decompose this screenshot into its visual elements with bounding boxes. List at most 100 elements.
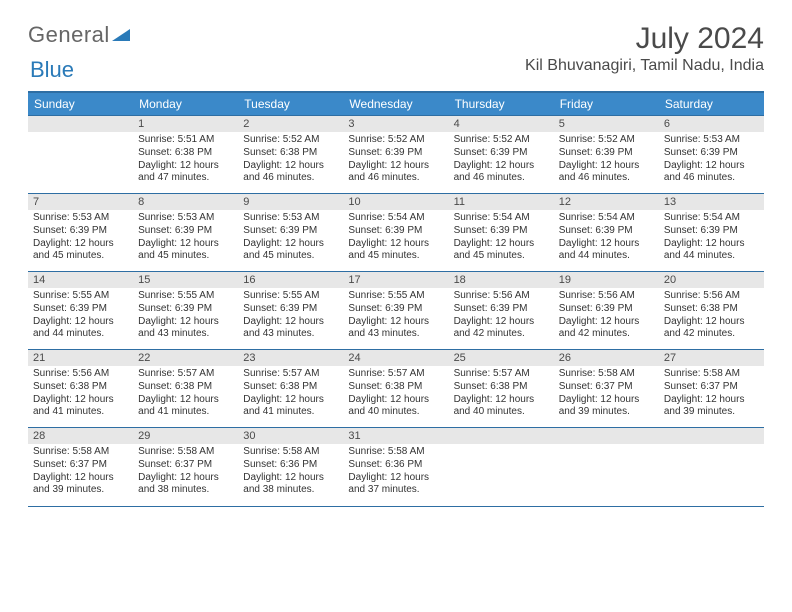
- sunset-line: Sunset: 6:39 PM: [348, 147, 422, 158]
- day-details: Sunrise: 5:57 AM Sunset: 6:38 PM Daylight:…: [238, 366, 343, 422]
- day-number: 5: [554, 116, 659, 132]
- day-details: Sunrise: 5:52 AMSunset: 6:39 PMDaylight:…: [449, 132, 554, 188]
- sunrise-line: Sunrise: 5:57 AM: [138, 368, 214, 379]
- calendar-header-row: SundayMondayTuesdayWednesdayThursdayFrid…: [28, 92, 764, 116]
- weekday-header: Tuesday: [238, 92, 343, 116]
- day-number: 25: [449, 350, 554, 366]
- day-details: Sunrise: 5:58 AMSunset: 6:37 PMDaylight:…: [133, 444, 238, 500]
- day-number: 24: [343, 350, 448, 366]
- bottom-rule: [28, 506, 764, 507]
- calendar-day-cell: 29Sunrise: 5:58 AMSunset: 6:37 PMDayligh…: [133, 428, 238, 506]
- daylight-line: Daylight: 12 hours and 43 minutes.: [348, 316, 429, 340]
- day-number: 15: [133, 272, 238, 288]
- sunset-line: Sunset: 6:39 PM: [454, 225, 528, 236]
- sunset-line: Sunset: 6:39 PM: [138, 303, 212, 314]
- day-number: 26: [554, 350, 659, 366]
- sunrise-line: Sunrise: 5:58 AM: [33, 446, 109, 457]
- day-number: 16: [238, 272, 343, 288]
- sunset-line: Sunset: 6:36 PM: [348, 459, 422, 470]
- day-details: Sunrise: 5:58 AMSunset: 6:37 PMDaylight:…: [659, 366, 764, 422]
- calendar-week-row: 7Sunrise: 5:53 AMSunset: 6:39 PMDaylight…: [28, 194, 764, 272]
- daylight-line: Daylight: 12 hours and 37 minutes.: [348, 472, 429, 496]
- day-number: 14: [28, 272, 133, 288]
- daylight-line: Daylight: 12 hours and 45 minutes.: [454, 238, 535, 262]
- calendar-day-cell: 7Sunrise: 5:53 AMSunset: 6:39 PMDaylight…: [28, 194, 133, 272]
- day-number: [554, 428, 659, 444]
- day-details: [554, 444, 659, 494]
- day-number: 17: [343, 272, 448, 288]
- sunrise-line: Sunrise: 5:54 AM: [348, 212, 424, 223]
- daylight-line: Daylight: 12 hours and 42 minutes.: [559, 316, 640, 340]
- day-details: Sunrise: 5:54 AMSunset: 6:39 PMDaylight:…: [554, 210, 659, 266]
- calendar-day-cell: 8Sunrise: 5:53 AMSunset: 6:39 PMDaylight…: [133, 194, 238, 272]
- daylight-line: Daylight: 12 hours and 44 minutes.: [559, 238, 640, 262]
- sunrise-line: Sunrise: 5:58 AM: [138, 446, 214, 457]
- sunrise-line: Sunrise: 5:58 AM: [348, 446, 424, 457]
- day-number: 9: [238, 194, 343, 210]
- day-number: 10: [343, 194, 448, 210]
- sunset-line: Sunset: 6:39 PM: [348, 225, 422, 236]
- calendar-week-row: 1Sunrise: 5:51 AMSunset: 6:38 PMDaylight…: [28, 116, 764, 194]
- day-details: Sunrise: 5:53 AMSunset: 6:39 PMDaylight:…: [28, 210, 133, 266]
- sunset-line: Sunset: 6:39 PM: [138, 225, 212, 236]
- calendar-week-row: 28Sunrise: 5:58 AMSunset: 6:37 PMDayligh…: [28, 428, 764, 506]
- sunrise-line: Sunrise: 5:55 AM: [348, 290, 424, 301]
- day-details: [28, 132, 133, 182]
- calendar-day-cell: 26Sunrise: 5:58 AMSunset: 6:37 PMDayligh…: [554, 350, 659, 428]
- sunset-line: Sunset: 6:39 PM: [33, 303, 107, 314]
- sunrise-line: Sunrise: 5:53 AM: [33, 212, 109, 223]
- month-title: July 2024: [525, 22, 764, 55]
- sunrise-line: Sunrise: 5:52 AM: [243, 134, 319, 145]
- calendar-day-cell: 21Sunrise: 5:56 AMSunset: 6:38 PMDayligh…: [28, 350, 133, 428]
- calendar-day-cell: 1Sunrise: 5:51 AMSunset: 6:38 PMDaylight…: [133, 116, 238, 194]
- calendar-day-cell: 4Sunrise: 5:52 AMSunset: 6:39 PMDaylight…: [449, 116, 554, 194]
- day-number: 22: [133, 350, 238, 366]
- sunrise-line: Sunrise: 5:54 AM: [664, 212, 740, 223]
- sunrise-line: Sunrise: 5:56 AM: [559, 290, 635, 301]
- daylight-line: Daylight: 12 hours and 44 minutes.: [664, 238, 745, 262]
- calendar-day-cell: 3Sunrise: 5:52 AMSunset: 6:39 PMDaylight…: [343, 116, 448, 194]
- day-number: [659, 428, 764, 444]
- sunset-line: Sunset: 6:39 PM: [454, 147, 528, 158]
- sunrise-line: Sunrise: 5:52 AM: [559, 134, 635, 145]
- daylight-line: Daylight: 12 hours and 45 minutes.: [33, 238, 114, 262]
- day-number: 4: [449, 116, 554, 132]
- calendar-day-cell: 24Sunrise: 5:57 AMSunset: 6:38 PMDayligh…: [343, 350, 448, 428]
- day-details: Sunrise: 5:56 AMSunset: 6:38 PMDaylight:…: [28, 366, 133, 422]
- daylight-line: Daylight: 12 hours and 38 minutes.: [243, 472, 324, 496]
- day-number: 2: [238, 116, 343, 132]
- sunrise-line: Sunrise: 5:53 AM: [138, 212, 214, 223]
- sunrise-line: Sunrise: 5:54 AM: [454, 212, 530, 223]
- daylight-line: Daylight: 12 hours and 43 minutes.: [138, 316, 219, 340]
- daylight-line: Daylight: 12 hours and 45 minutes.: [243, 238, 324, 262]
- day-details: Sunrise: 5:57 AMSunset: 6:38 PMDaylight:…: [449, 366, 554, 422]
- daylight-line: Daylight: 12 hours and 39 minutes.: [664, 394, 745, 418]
- brand-logo: General: [28, 22, 130, 48]
- sunset-line: Sunset: 6:39 PM: [559, 225, 633, 236]
- day-number: 11: [449, 194, 554, 210]
- sunset-line: Sunset: 6:38 PM: [348, 381, 422, 392]
- day-number: 19: [554, 272, 659, 288]
- day-number: 8: [133, 194, 238, 210]
- sunset-line: Sunset: 6:39 PM: [454, 303, 528, 314]
- sunset-line: Sunset: 6:38 PM: [243, 381, 317, 392]
- calendar-day-cell: 25Sunrise: 5:57 AMSunset: 6:38 PMDayligh…: [449, 350, 554, 428]
- day-details: Sunrise: 5:58 AMSunset: 6:37 PMDaylight:…: [554, 366, 659, 422]
- day-number: 3: [343, 116, 448, 132]
- daylight-line: Daylight: 12 hours and 41 minutes.: [243, 394, 324, 418]
- daylight-line: Daylight: 12 hours and 46 minutes.: [454, 160, 535, 184]
- day-details: Sunrise: 5:53 AMSunset: 6:39 PMDaylight:…: [133, 210, 238, 266]
- day-details: Sunrise: 5:54 AM Sunset: 6:39 PM Daylight:…: [659, 210, 764, 266]
- daylight-line: Daylight: 12 hours and 44 minutes.: [33, 316, 114, 340]
- sunrise-line: Sunrise: 5:53 AM: [664, 134, 740, 145]
- sunset-line: Sunset: 6:39 PM: [348, 303, 422, 314]
- calendar-day-cell: 15Sunrise: 5:55 AMSunset: 6:39 PMDayligh…: [133, 272, 238, 350]
- day-number: 6: [659, 116, 764, 132]
- calendar-body: 1Sunrise: 5:51 AMSunset: 6:38 PMDaylight…: [28, 116, 764, 506]
- sunset-line: Sunset: 6:39 PM: [559, 303, 633, 314]
- sunrise-line: Sunrise: 5:57 AM: [243, 368, 319, 379]
- calendar-page: General July 2024 Kil Bhuvanagiri, Tamil…: [0, 0, 792, 525]
- day-details: Sunrise: 5:56 AM Sunset: 6:39 PM Daylight:…: [554, 288, 659, 344]
- sunset-line: Sunset: 6:39 PM: [664, 225, 738, 236]
- weekday-header: Sunday: [28, 92, 133, 116]
